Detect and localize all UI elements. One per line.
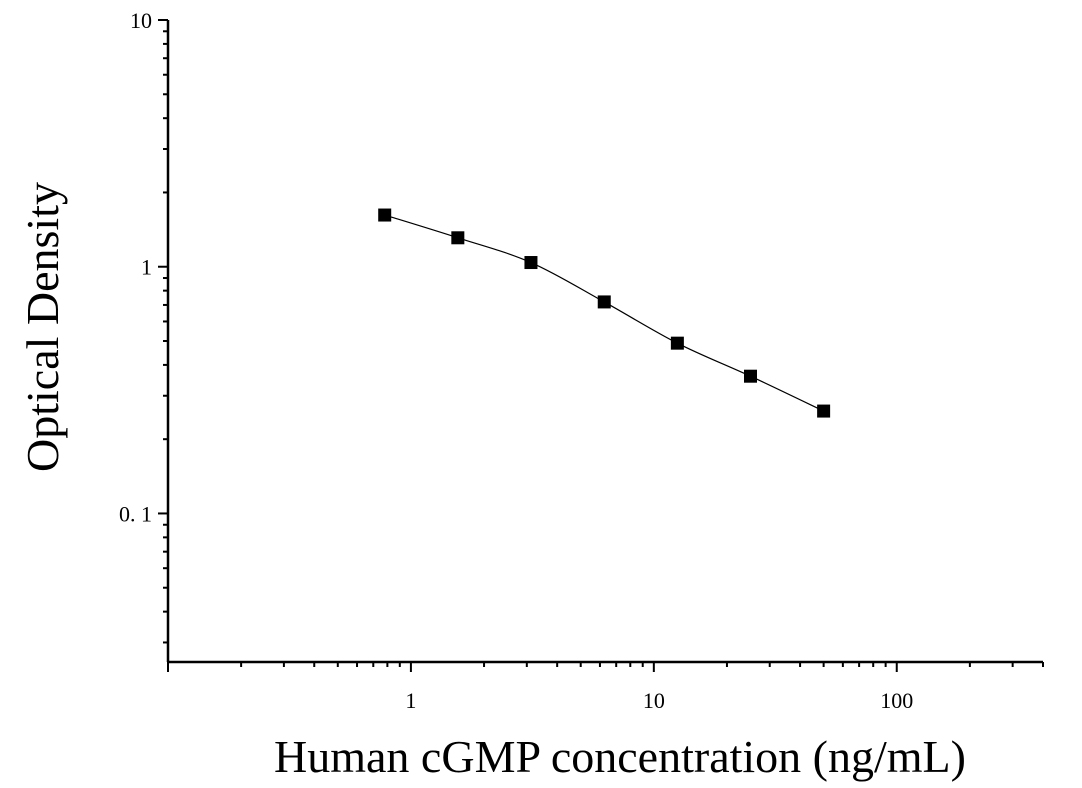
- data-points-layer: [378, 208, 831, 418]
- data-point: [378, 208, 392, 222]
- data-point: [743, 369, 757, 383]
- x-tick-label: 100: [880, 688, 913, 713]
- y-tick-label: 10: [130, 8, 152, 33]
- data-point: [597, 295, 611, 309]
- fit-curve-layer: [384, 214, 824, 412]
- y-tick-label: 0. 1: [119, 501, 152, 526]
- data-point: [451, 231, 465, 245]
- data-point: [670, 336, 684, 350]
- data-point: [524, 256, 538, 270]
- y-tick-label: 1: [141, 255, 152, 280]
- axes: 0. 1 1 10 1 10 100: [119, 8, 1044, 713]
- x-tick-label: 1: [405, 688, 416, 713]
- y-axis-title: Optical Density: [17, 182, 68, 472]
- x-tick-label: 10: [643, 688, 665, 713]
- fit-curve: [384, 214, 824, 412]
- data-point: [817, 404, 831, 418]
- x-axis-title: Human cGMP concentration (ng/mL): [274, 731, 966, 782]
